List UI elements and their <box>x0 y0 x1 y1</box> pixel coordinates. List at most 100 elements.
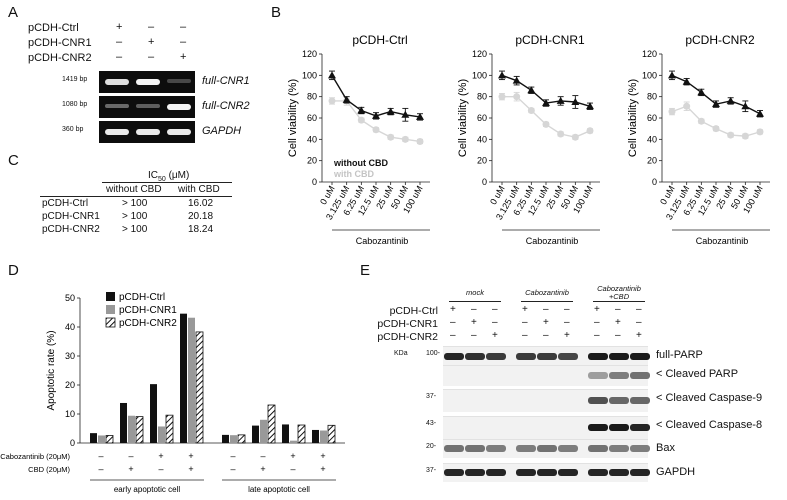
d-y-label: Apoptotic rate (%) <box>46 330 57 410</box>
d-mark-cbd: – <box>290 464 295 474</box>
d-bar-pcdh-cnr2 <box>105 435 114 444</box>
b-y-tick-label: 80 <box>307 92 317 102</box>
a-gel-full-cnr2 <box>99 96 195 118</box>
e-blot-strip <box>443 416 650 439</box>
d-bar-pcdh-ctrl <box>222 434 229 443</box>
e-blot-name: GAPDH <box>656 466 696 478</box>
d-y-tick-label: 20 <box>65 380 75 390</box>
b-point-without-cbd <box>342 95 351 103</box>
e-blot-band <box>630 424 650 431</box>
e-lane-mark: – <box>615 330 621 341</box>
e-blot-band <box>588 469 608 476</box>
d-mark-cabozantinib: + <box>188 451 193 461</box>
a-gel-band <box>136 129 160 135</box>
d-bar-pcdh-cnr1 <box>128 415 135 443</box>
b-y-tick-label: 80 <box>647 92 657 102</box>
e-blot-band <box>486 445 506 452</box>
a-lane-mark: – <box>116 51 123 63</box>
c-ic50-header-unit: (μM) <box>165 170 190 181</box>
b-y-tick-label: 100 <box>472 70 487 80</box>
d-group-label: late apoptotic cell <box>248 485 310 494</box>
e-blot-strip <box>443 346 650 367</box>
d-mark-cabozantinib: + <box>290 451 295 461</box>
e-lane-mark: – <box>471 304 477 315</box>
e-blot-band <box>537 469 557 476</box>
b-y-label: Cell viability (%) <box>287 79 299 157</box>
b-point-with-cbd <box>542 120 550 128</box>
c-col-with: with CBD <box>178 184 220 195</box>
e-blot-kda: 37- <box>426 467 437 474</box>
e-group-header: mock <box>466 288 484 297</box>
d-mark-cabozantinib: – <box>230 451 235 461</box>
b-group-label: Cabozantinib <box>356 236 409 246</box>
e-group-header: Cabozantinib <box>597 284 641 293</box>
e-blot-name: < Cleaved PARP <box>656 368 739 380</box>
d-mark-cbd: + <box>188 464 193 474</box>
e-blot-band <box>444 353 464 360</box>
d-bar-pcdh-ctrl <box>180 313 187 443</box>
d-bar-pcdh-cnr2 <box>267 404 276 444</box>
d-bar-pcdh-cnr2 <box>135 416 144 444</box>
e-lane-mark: – <box>450 330 456 341</box>
d-bar-pcdh-ctrl <box>282 424 289 443</box>
e-blot-band <box>609 424 629 431</box>
b-chart-1: pCDH-Ctrl 0 20 40 60 80 100 120 Cell viability (… <box>287 33 430 246</box>
a-gel-size: 1419 bp <box>62 76 88 83</box>
b-point-without-cbd <box>357 106 366 114</box>
c-row-name: pCDH-CNR1 <box>42 211 100 222</box>
d-mark-cabozantinib: – <box>260 451 265 461</box>
b-y-tick-label: 20 <box>307 156 317 166</box>
d-legend-swatch <box>106 292 115 301</box>
e-lane-mark: – <box>564 317 570 328</box>
b-point-without-cbd <box>328 71 336 79</box>
e-blot-band <box>537 445 557 452</box>
e-lane-mark: + <box>615 317 621 328</box>
b-point-without-cbd <box>556 96 565 104</box>
b-point-without-cbd <box>386 107 395 115</box>
b-y-tick-label: 60 <box>477 113 487 123</box>
d-mark-cbd: + <box>128 464 133 474</box>
e-blot-name: full-PARP <box>656 349 703 361</box>
b-point-with-cbd <box>756 128 764 136</box>
e-blot-band <box>630 372 650 379</box>
b-y-tick-label: 100 <box>642 70 657 80</box>
d-y-tick-label: 0 <box>70 438 75 448</box>
d-mark-cbd: – <box>230 464 235 474</box>
a-gel-band <box>167 79 191 83</box>
a-lane-mark: + <box>148 36 155 48</box>
c-row-with: 20.18 <box>188 211 214 222</box>
e-lane-mark: – <box>594 330 600 341</box>
b-point-with-cbd <box>683 102 691 110</box>
b-y-label: Cell viability (%) <box>627 79 639 157</box>
e-lane-mark: – <box>615 304 621 315</box>
c-header-rule <box>102 182 232 183</box>
d-y-tick-label: 10 <box>65 409 75 419</box>
e-blot-band <box>537 353 557 360</box>
a-lane-mark: – <box>116 36 123 48</box>
a-gel-size: 1080 bp <box>62 101 88 108</box>
b-point-with-cbd <box>513 93 521 101</box>
d-bar-pcdh-ctrl <box>252 425 259 443</box>
e-blot-band <box>609 397 629 404</box>
d-bar-pcdh-cnr1 <box>230 435 237 443</box>
b-point-with-cbd <box>498 93 506 101</box>
a-gel-band <box>105 129 129 135</box>
b-point-with-cbd <box>712 125 720 133</box>
b-point-without-cbd <box>668 71 676 79</box>
e-blot-band <box>465 445 485 452</box>
a-gel-gapdh <box>99 121 195 143</box>
a-gel-band <box>167 104 191 110</box>
e-blot-band <box>486 469 506 476</box>
b-y-tick-label: 120 <box>472 49 487 59</box>
c-row-name: pCDH-CNR2 <box>42 224 100 235</box>
e-lane-mark: + <box>594 304 600 315</box>
b-point-without-cbd <box>512 76 521 84</box>
e-row-label: pCDH-CNR2 <box>377 331 438 343</box>
d-bar-pcdh-ctrl <box>120 402 127 443</box>
e-blot-strip <box>443 389 650 412</box>
d-y-tick-label: 40 <box>65 322 75 332</box>
b-point-with-cbd <box>328 97 336 105</box>
e-group-rule <box>449 301 501 302</box>
b-point-without-cbd <box>682 77 691 85</box>
